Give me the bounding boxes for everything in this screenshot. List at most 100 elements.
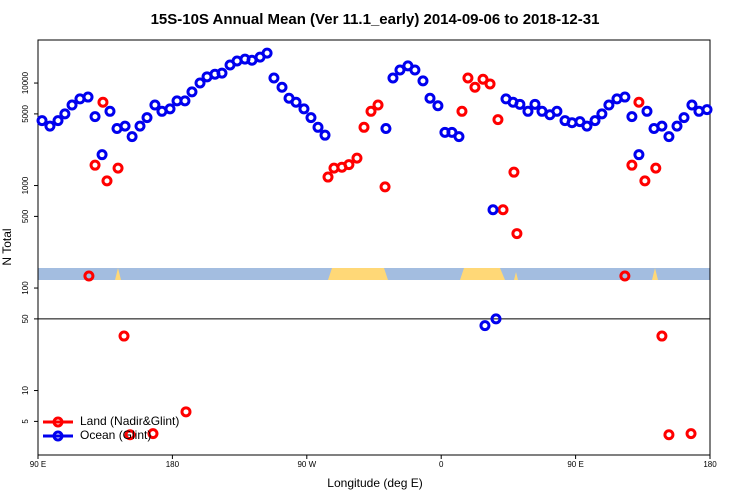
x-tick-label: 180 — [166, 460, 180, 469]
point — [59, 108, 71, 120]
point — [633, 149, 645, 161]
point — [626, 111, 638, 123]
land-strip — [115, 268, 121, 280]
point — [96, 149, 108, 161]
point — [701, 104, 713, 116]
point — [492, 114, 504, 126]
plot-frame — [37, 39, 711, 456]
point — [529, 98, 541, 110]
x-tick-label: 90 E — [30, 460, 46, 469]
point — [89, 159, 101, 171]
point — [514, 98, 526, 110]
point — [581, 120, 593, 132]
x-tick-label: 90 W — [297, 460, 316, 469]
point — [484, 78, 496, 90]
point — [126, 131, 138, 143]
point — [619, 91, 631, 103]
point — [686, 99, 698, 111]
point — [134, 120, 146, 132]
point — [589, 115, 601, 127]
point — [186, 86, 198, 98]
x-axis-label: Longitude (deg E) — [327, 476, 422, 490]
point — [639, 175, 651, 187]
point — [462, 72, 474, 84]
point — [268, 72, 280, 84]
land-strip — [328, 268, 388, 280]
y-tick-label: 1000 — [21, 176, 30, 194]
point — [409, 64, 421, 76]
legend-marker — [52, 416, 64, 428]
point — [312, 121, 324, 133]
point — [358, 121, 370, 133]
point — [379, 181, 391, 193]
point — [147, 428, 159, 440]
point — [372, 99, 384, 111]
point — [633, 96, 645, 108]
point — [477, 73, 489, 85]
point — [656, 120, 668, 132]
point — [343, 159, 355, 171]
point — [479, 320, 491, 332]
y-tick-label: 5000 — [21, 104, 30, 122]
point — [149, 99, 161, 111]
point — [104, 105, 116, 117]
point — [305, 112, 317, 124]
point — [322, 171, 334, 183]
point — [387, 72, 399, 84]
y-tick-label: 10 — [21, 386, 30, 395]
x-tick-label: 180 — [703, 460, 717, 469]
y-tick-label: 5 — [21, 419, 30, 424]
point — [511, 228, 523, 240]
land-strip — [460, 268, 505, 280]
point — [380, 123, 392, 135]
point — [118, 330, 130, 342]
chart-title: 15S-10S Annual Mean (Ver 11.1_early) 201… — [151, 11, 600, 28]
point — [112, 162, 124, 174]
point — [626, 159, 638, 171]
land-strip — [514, 272, 518, 280]
point — [44, 120, 56, 132]
point — [685, 428, 697, 440]
point — [119, 120, 131, 132]
point — [83, 270, 95, 282]
point — [456, 105, 468, 117]
point — [89, 111, 101, 123]
x-tick-label: 90 E — [567, 460, 583, 469]
point — [671, 120, 683, 132]
point — [124, 429, 136, 441]
point — [82, 91, 94, 103]
point — [596, 108, 608, 120]
y-tick-label: 100 — [21, 281, 30, 295]
point — [656, 330, 668, 342]
point — [619, 270, 631, 282]
point — [663, 131, 675, 143]
point — [298, 103, 310, 115]
point — [276, 81, 288, 93]
point — [101, 175, 113, 187]
point — [290, 96, 302, 108]
y-tick-label: 50 — [21, 314, 30, 323]
point — [490, 313, 502, 325]
point — [365, 105, 377, 117]
point — [424, 92, 436, 104]
point — [508, 166, 520, 178]
point — [487, 204, 499, 216]
land-strip — [652, 268, 658, 280]
point — [52, 115, 64, 127]
legend-label: Ocean (Glint) — [80, 428, 151, 442]
point — [319, 129, 331, 141]
point — [432, 100, 444, 112]
point — [522, 105, 534, 117]
land-mask — [38, 268, 710, 280]
y-axis-label: N Total — [0, 228, 14, 265]
point — [194, 77, 206, 89]
y-tick-label: 500 — [21, 209, 30, 223]
x-tick-label: 0 — [439, 460, 444, 469]
point — [603, 99, 615, 111]
point — [641, 105, 653, 117]
point — [164, 103, 176, 115]
point — [180, 406, 192, 418]
point — [66, 99, 78, 111]
point — [394, 64, 406, 76]
